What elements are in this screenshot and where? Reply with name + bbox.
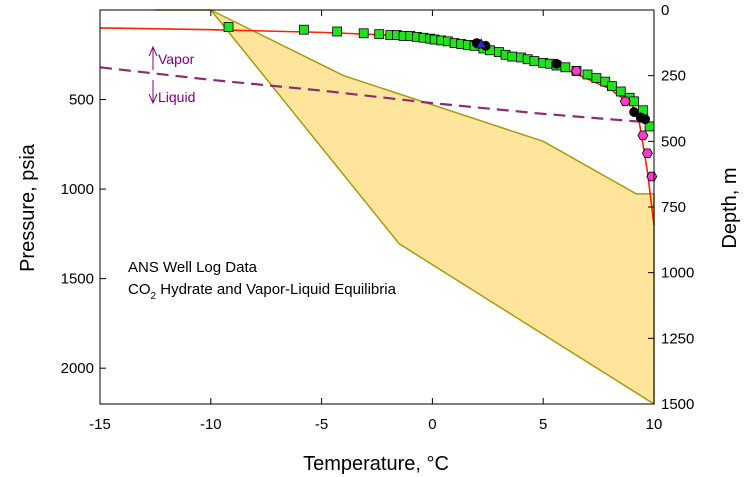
hexagon-data-point (646, 171, 658, 182)
square-data-point (374, 29, 385, 40)
hexagon-data-point (641, 148, 653, 159)
x-tick-label: 5 (539, 416, 547, 433)
square-data-point (560, 62, 571, 73)
liquid-arrowhead (148, 93, 158, 105)
triangle-data-point (475, 38, 487, 49)
y-right-tick-label: 500 (661, 133, 686, 150)
y-axis-title-left: Pressure, psia (17, 143, 39, 272)
x-tick-label: -10 (200, 416, 222, 433)
annotation-co2-suffix: Hydrate and Vapor-Liquid Equilibria (156, 281, 397, 298)
tick-layer: -15 -10 -5 0 5 10 500 1000 1500 2000 0 250 500 750 100… (61, 2, 695, 433)
annotation-co2-hydrate: CO2 Hydrate and Vapor-Liquid Equilibria (128, 281, 397, 302)
y-left-tick-label: 1000 (61, 181, 94, 198)
well-log-region-layer (154, 9, 655, 405)
x-tick-label: -15 (89, 416, 111, 433)
square-data-point (358, 28, 369, 39)
well-log-region (154, 9, 655, 405)
square-data-point (582, 69, 593, 80)
square-data-point (223, 22, 234, 32)
x-tick-label: 0 (428, 416, 436, 433)
circle-data-point (551, 58, 562, 69)
y-right-tick-label: 1500 (661, 396, 694, 413)
y-right-tick-label: 1250 (661, 330, 694, 347)
square-data-point (507, 51, 518, 62)
square-data-point (615, 86, 626, 97)
liquid-label: Liquid (158, 89, 195, 105)
y-right-tick-label: 750 (661, 199, 686, 216)
marker-layer (223, 22, 658, 182)
hexagon-data-point (570, 66, 582, 76)
square-data-point (606, 81, 617, 92)
y-left-tick-label: 2000 (61, 360, 94, 377)
y-left-tick-label: 500 (69, 92, 94, 109)
vapor-liquid-arrows (148, 45, 158, 105)
circle-data-point (629, 107, 639, 117)
vapor-label: Vapor (158, 51, 195, 67)
circle-data-point (640, 114, 651, 125)
y-left-tick-label: 1500 (61, 271, 94, 288)
x-axis-title: Temperature, °C (303, 453, 449, 475)
y-right-tick-label: 0 (661, 2, 669, 19)
x-tick-label: -5 (315, 416, 328, 433)
square-data-point (332, 26, 343, 37)
y-right-tick-label: 250 (661, 68, 686, 85)
vapor-liquid-equilibrium-curve (99, 66, 655, 124)
y-right-tick-label: 1000 (661, 265, 694, 282)
y-axis-title-right: Depth, m (719, 167, 741, 248)
x-tick-label: 10 (646, 416, 663, 433)
vapor-arrowhead (148, 45, 158, 57)
square-data-point (298, 24, 309, 35)
annotation-co2-subscript: 2 (151, 291, 157, 302)
annotation-co2-prefix: CO (128, 281, 151, 298)
square-data-point (591, 73, 602, 83)
hexagon-data-point (619, 96, 631, 107)
hexagon-data-point (637, 130, 649, 141)
annotation-ans-well-log: ANS Well Log Data (128, 259, 258, 276)
square-data-point (629, 96, 639, 107)
square-data-point (529, 56, 540, 66)
